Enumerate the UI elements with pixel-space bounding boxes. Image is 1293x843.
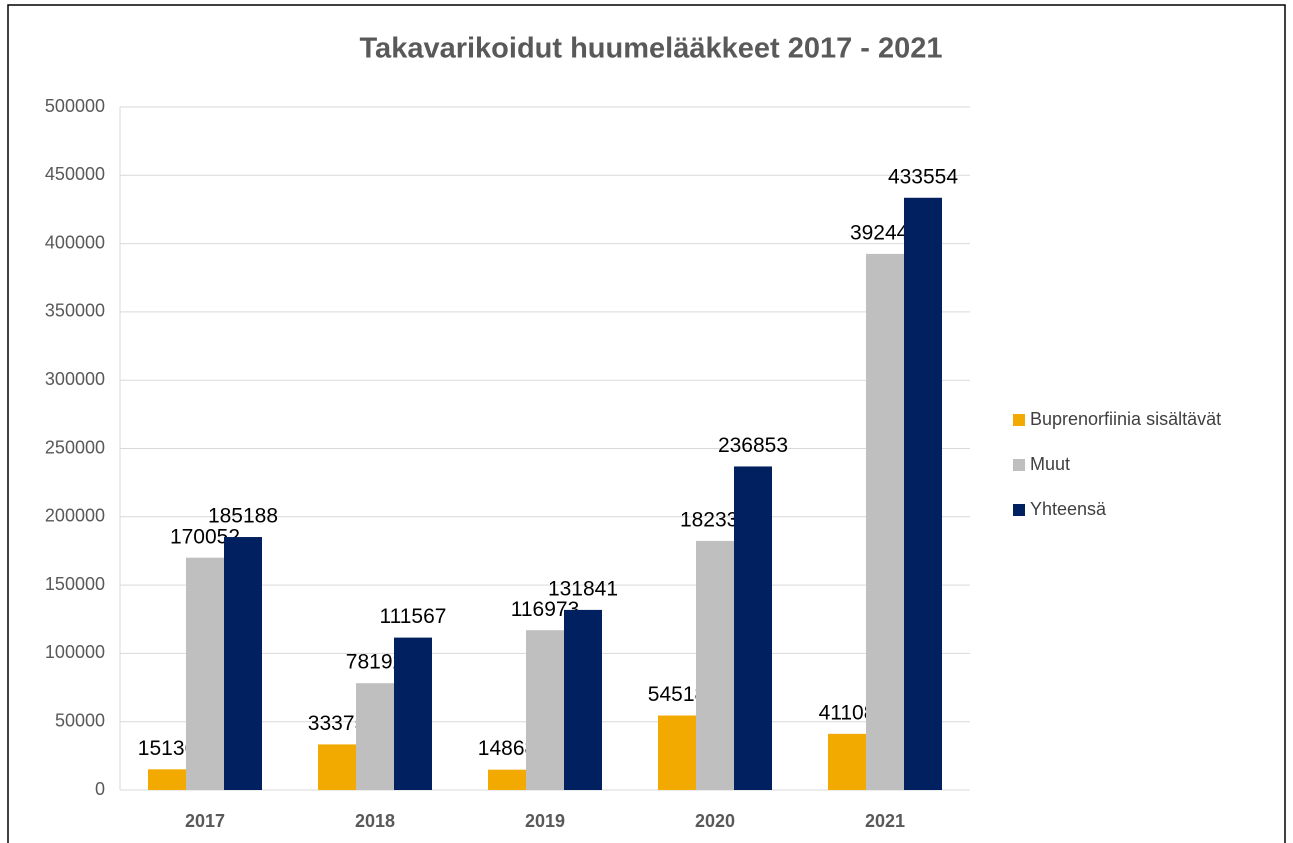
y-tick-label: 300000 xyxy=(45,369,105,389)
legend-swatch xyxy=(1013,504,1025,516)
data-label: 236853 xyxy=(718,434,788,457)
y-tick-label: 500000 xyxy=(45,96,105,116)
bar xyxy=(394,637,432,790)
legend-label: Muut xyxy=(1030,454,1070,474)
data-label: 392446 xyxy=(850,221,920,244)
bar xyxy=(224,537,262,790)
bar xyxy=(148,769,186,790)
data-label: 111567 xyxy=(380,605,447,628)
bar xyxy=(564,609,602,790)
y-tick-label: 400000 xyxy=(45,232,105,252)
x-tick-label: 2020 xyxy=(695,811,735,831)
data-label: 131841 xyxy=(548,577,618,600)
bar xyxy=(318,744,356,790)
data-label: 14868 xyxy=(478,737,536,760)
y-tick-label: 250000 xyxy=(45,437,105,457)
y-tick-label: 450000 xyxy=(45,164,105,184)
bar xyxy=(696,540,734,790)
bar xyxy=(186,557,224,790)
x-tick-label: 2021 xyxy=(865,811,905,831)
data-label: 185188 xyxy=(208,505,278,528)
legend-swatch xyxy=(1013,414,1025,426)
bar xyxy=(658,715,696,790)
data-label: 78192 xyxy=(346,651,404,674)
bar xyxy=(526,630,564,790)
x-tick-label: 2017 xyxy=(185,811,225,831)
y-tick-label: 350000 xyxy=(45,301,105,321)
data-label: 41108 xyxy=(819,701,876,724)
y-tick-label: 0 xyxy=(95,779,105,799)
chart-frame xyxy=(7,4,1286,843)
legend-swatch xyxy=(1013,459,1025,471)
bar xyxy=(904,197,942,790)
data-label: 33375 xyxy=(308,712,366,735)
y-tick-label: 200000 xyxy=(45,506,105,526)
bar xyxy=(734,466,772,790)
y-tick-label: 100000 xyxy=(45,642,105,662)
bar xyxy=(356,683,394,790)
chart-title: Takavarikoidut huumelääkkeet 2017 - 2021 xyxy=(360,33,943,65)
data-label: 182335 xyxy=(680,508,750,531)
data-label: 15136 xyxy=(138,737,196,760)
data-label: 170052 xyxy=(170,525,240,548)
y-tick-label: 150000 xyxy=(45,574,105,594)
legend-label: Buprenorfiinia sisältävät xyxy=(1030,409,1221,429)
bar xyxy=(828,733,866,790)
x-tick-label: 2019 xyxy=(525,811,565,831)
x-tick-label: 2018 xyxy=(355,811,395,831)
bar xyxy=(866,253,904,790)
legend-label: Yhteensä xyxy=(1030,499,1107,519)
data-label: 433554 xyxy=(888,165,958,188)
y-tick-label: 50000 xyxy=(55,710,105,730)
data-label: 116973 xyxy=(511,598,580,621)
bar xyxy=(488,769,526,790)
data-label: 54518 xyxy=(648,683,706,706)
